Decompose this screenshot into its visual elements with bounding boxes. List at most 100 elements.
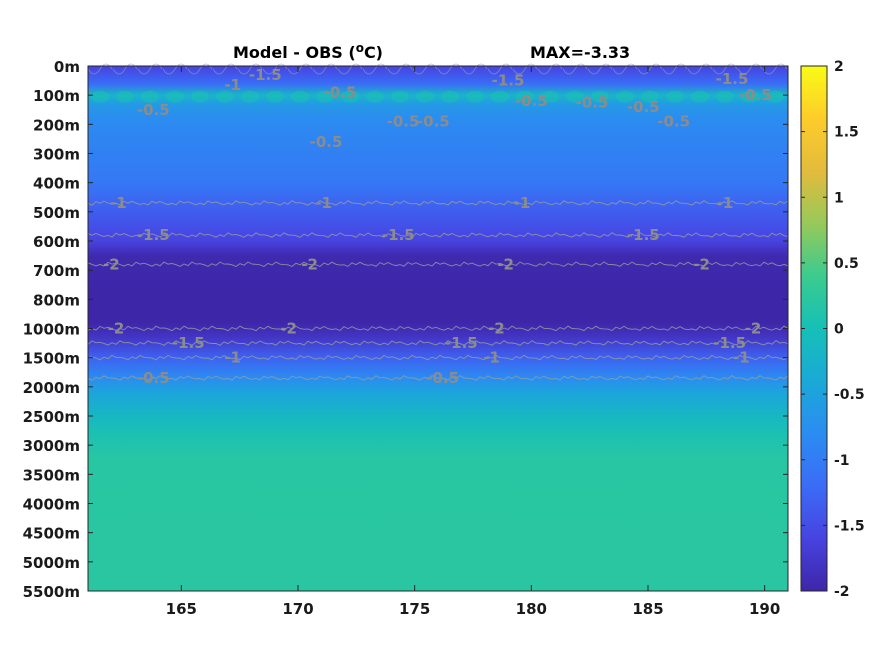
contour-label: -2	[280, 320, 297, 338]
contour-label: -0.5	[426, 369, 459, 387]
surface-eddy	[91, 90, 109, 103]
colorbar-tick-label: 2	[834, 59, 844, 75]
y-tick-label: 1000m	[23, 321, 80, 339]
contour-line	[87, 354, 789, 361]
surface-eddy	[241, 90, 259, 103]
surface-eddy	[491, 90, 509, 103]
surface-contour-squiggle	[112, 63, 138, 75]
surface-contour-squiggle	[687, 63, 713, 75]
surface-contour-squiggle	[212, 63, 238, 75]
surface-contour-squiggle	[637, 63, 663, 75]
contour-line	[87, 200, 789, 206]
colorbar-tick-label: -1.5	[834, 518, 865, 534]
y-tick-label: 3500m	[23, 466, 80, 484]
y-tick-label: 0m	[54, 58, 80, 76]
surface-contour-squiggle	[437, 63, 463, 75]
contour-label: -0.5	[137, 369, 170, 387]
colorbar-ticks: 2 1.5 1 0.5 0 -0.5 -1 -1.5 -2	[801, 59, 865, 600]
x-tick-label: 190	[749, 600, 780, 618]
surface-eddy	[566, 90, 584, 103]
plot-area: -1 -1 -1 -1-1.5 -1.5 -1.5-2 -2 -2 -2-2 -2 -2 -2-1.5…	[87, 63, 789, 592]
surface-eddy	[616, 90, 634, 103]
chart-title: Model - OBS (oC)	[233, 41, 383, 62]
surface-eddy	[141, 90, 159, 103]
surface-contour-squiggle	[562, 63, 588, 75]
y-tick-label: 700m	[33, 262, 80, 280]
surface-contour-squiggle	[287, 63, 313, 75]
surface-eddy	[116, 90, 134, 103]
contour-label: -1.5	[172, 334, 205, 352]
y-tick-label: 4000m	[23, 496, 80, 514]
surface-eddy	[291, 90, 309, 103]
y-tick-label: 1500m	[23, 350, 80, 368]
surface-contour-squiggle	[487, 63, 513, 75]
contour-label: -1	[224, 76, 241, 94]
surface-contour-squiggle	[762, 63, 788, 75]
surface-eddy	[666, 90, 684, 103]
contour-label: -0.5	[137, 101, 170, 119]
colorbar: 2 1.5 1 0.5 0 -0.5 -1 -1.5 -2	[800, 59, 865, 600]
contour-label: -2	[301, 255, 318, 273]
y-tick-label: 5500m	[23, 583, 80, 601]
colorbar-tick-label: -1	[834, 453, 850, 469]
colorbar-tick-label: 0	[834, 322, 844, 338]
x-tick-label: 185	[632, 600, 663, 618]
colorbar-tick-label: 0.5	[834, 256, 859, 272]
contour-label: -1.5	[492, 72, 525, 90]
surface-noise-layer	[87, 63, 788, 103]
surface-contour-squiggle	[512, 63, 538, 75]
surface-contour-squiggle	[162, 63, 188, 75]
surface-contour-squiggle	[612, 63, 638, 75]
y-tick-label: 800m	[33, 291, 80, 309]
contour-label: -2	[103, 255, 120, 273]
contour-label: -0.5	[387, 112, 420, 130]
contour-label: -0.5	[627, 98, 660, 116]
surface-contour-squiggle	[87, 63, 113, 75]
surface-contour-squiggle	[312, 63, 338, 75]
y-tick-label: 400m	[33, 175, 80, 193]
surface-eddy	[641, 90, 659, 103]
y-tick-label: 200m	[33, 116, 80, 134]
surface-contour-squiggle	[662, 63, 688, 75]
contour-line	[87, 325, 789, 332]
contour-label: -2	[693, 255, 710, 273]
contour-label: -1.5	[445, 334, 478, 352]
contour-label: -0.5	[515, 92, 548, 110]
x-tick-label: 170	[282, 600, 313, 618]
x-axis: 165 170 175 180 185 190	[166, 66, 780, 618]
surface-contour-squiggle	[262, 63, 288, 75]
surface-contour-squiggle	[337, 63, 363, 75]
y-tick-label: 500m	[33, 204, 80, 222]
surface-eddy	[166, 90, 184, 103]
surface-contour-squiggle	[412, 63, 438, 75]
colorbar-tick-label: 1.5	[834, 125, 859, 141]
contour-line	[87, 340, 789, 346]
surface-eddy	[441, 90, 459, 103]
surface-eddy	[416, 90, 434, 103]
contour-line	[87, 261, 789, 268]
contour-label: -0.5	[576, 93, 609, 111]
surface-contour-squiggle	[387, 63, 413, 75]
surface-eddy	[191, 90, 209, 103]
contour-label: -2	[497, 255, 514, 273]
surface-eddy	[391, 90, 409, 103]
surface-eddy	[366, 90, 384, 103]
max-label: MAX=-3.33	[530, 43, 630, 62]
surface-eddy	[691, 90, 709, 103]
surface-eddy	[766, 90, 784, 103]
contour-label: -1	[514, 194, 531, 212]
surface-contour-squiggle	[537, 63, 563, 75]
x-tick-label: 165	[166, 600, 197, 618]
y-tick-label: 300m	[33, 146, 80, 164]
contour-label: -1	[717, 194, 734, 212]
degree-superscript: o	[356, 41, 364, 55]
surface-eddy	[716, 90, 734, 103]
surface-contour-squiggle	[737, 63, 763, 75]
contour-label: -1.5	[716, 70, 749, 88]
contour-label: -2	[488, 320, 505, 338]
surface-eddy	[316, 90, 334, 103]
y-tick-label: 4500m	[23, 525, 80, 543]
y-axis: 0m 100m 200m 300m 400m 500m 600m 700m 800m 1000m 1…	[23, 58, 788, 601]
contour-label: -0.5	[310, 133, 343, 151]
